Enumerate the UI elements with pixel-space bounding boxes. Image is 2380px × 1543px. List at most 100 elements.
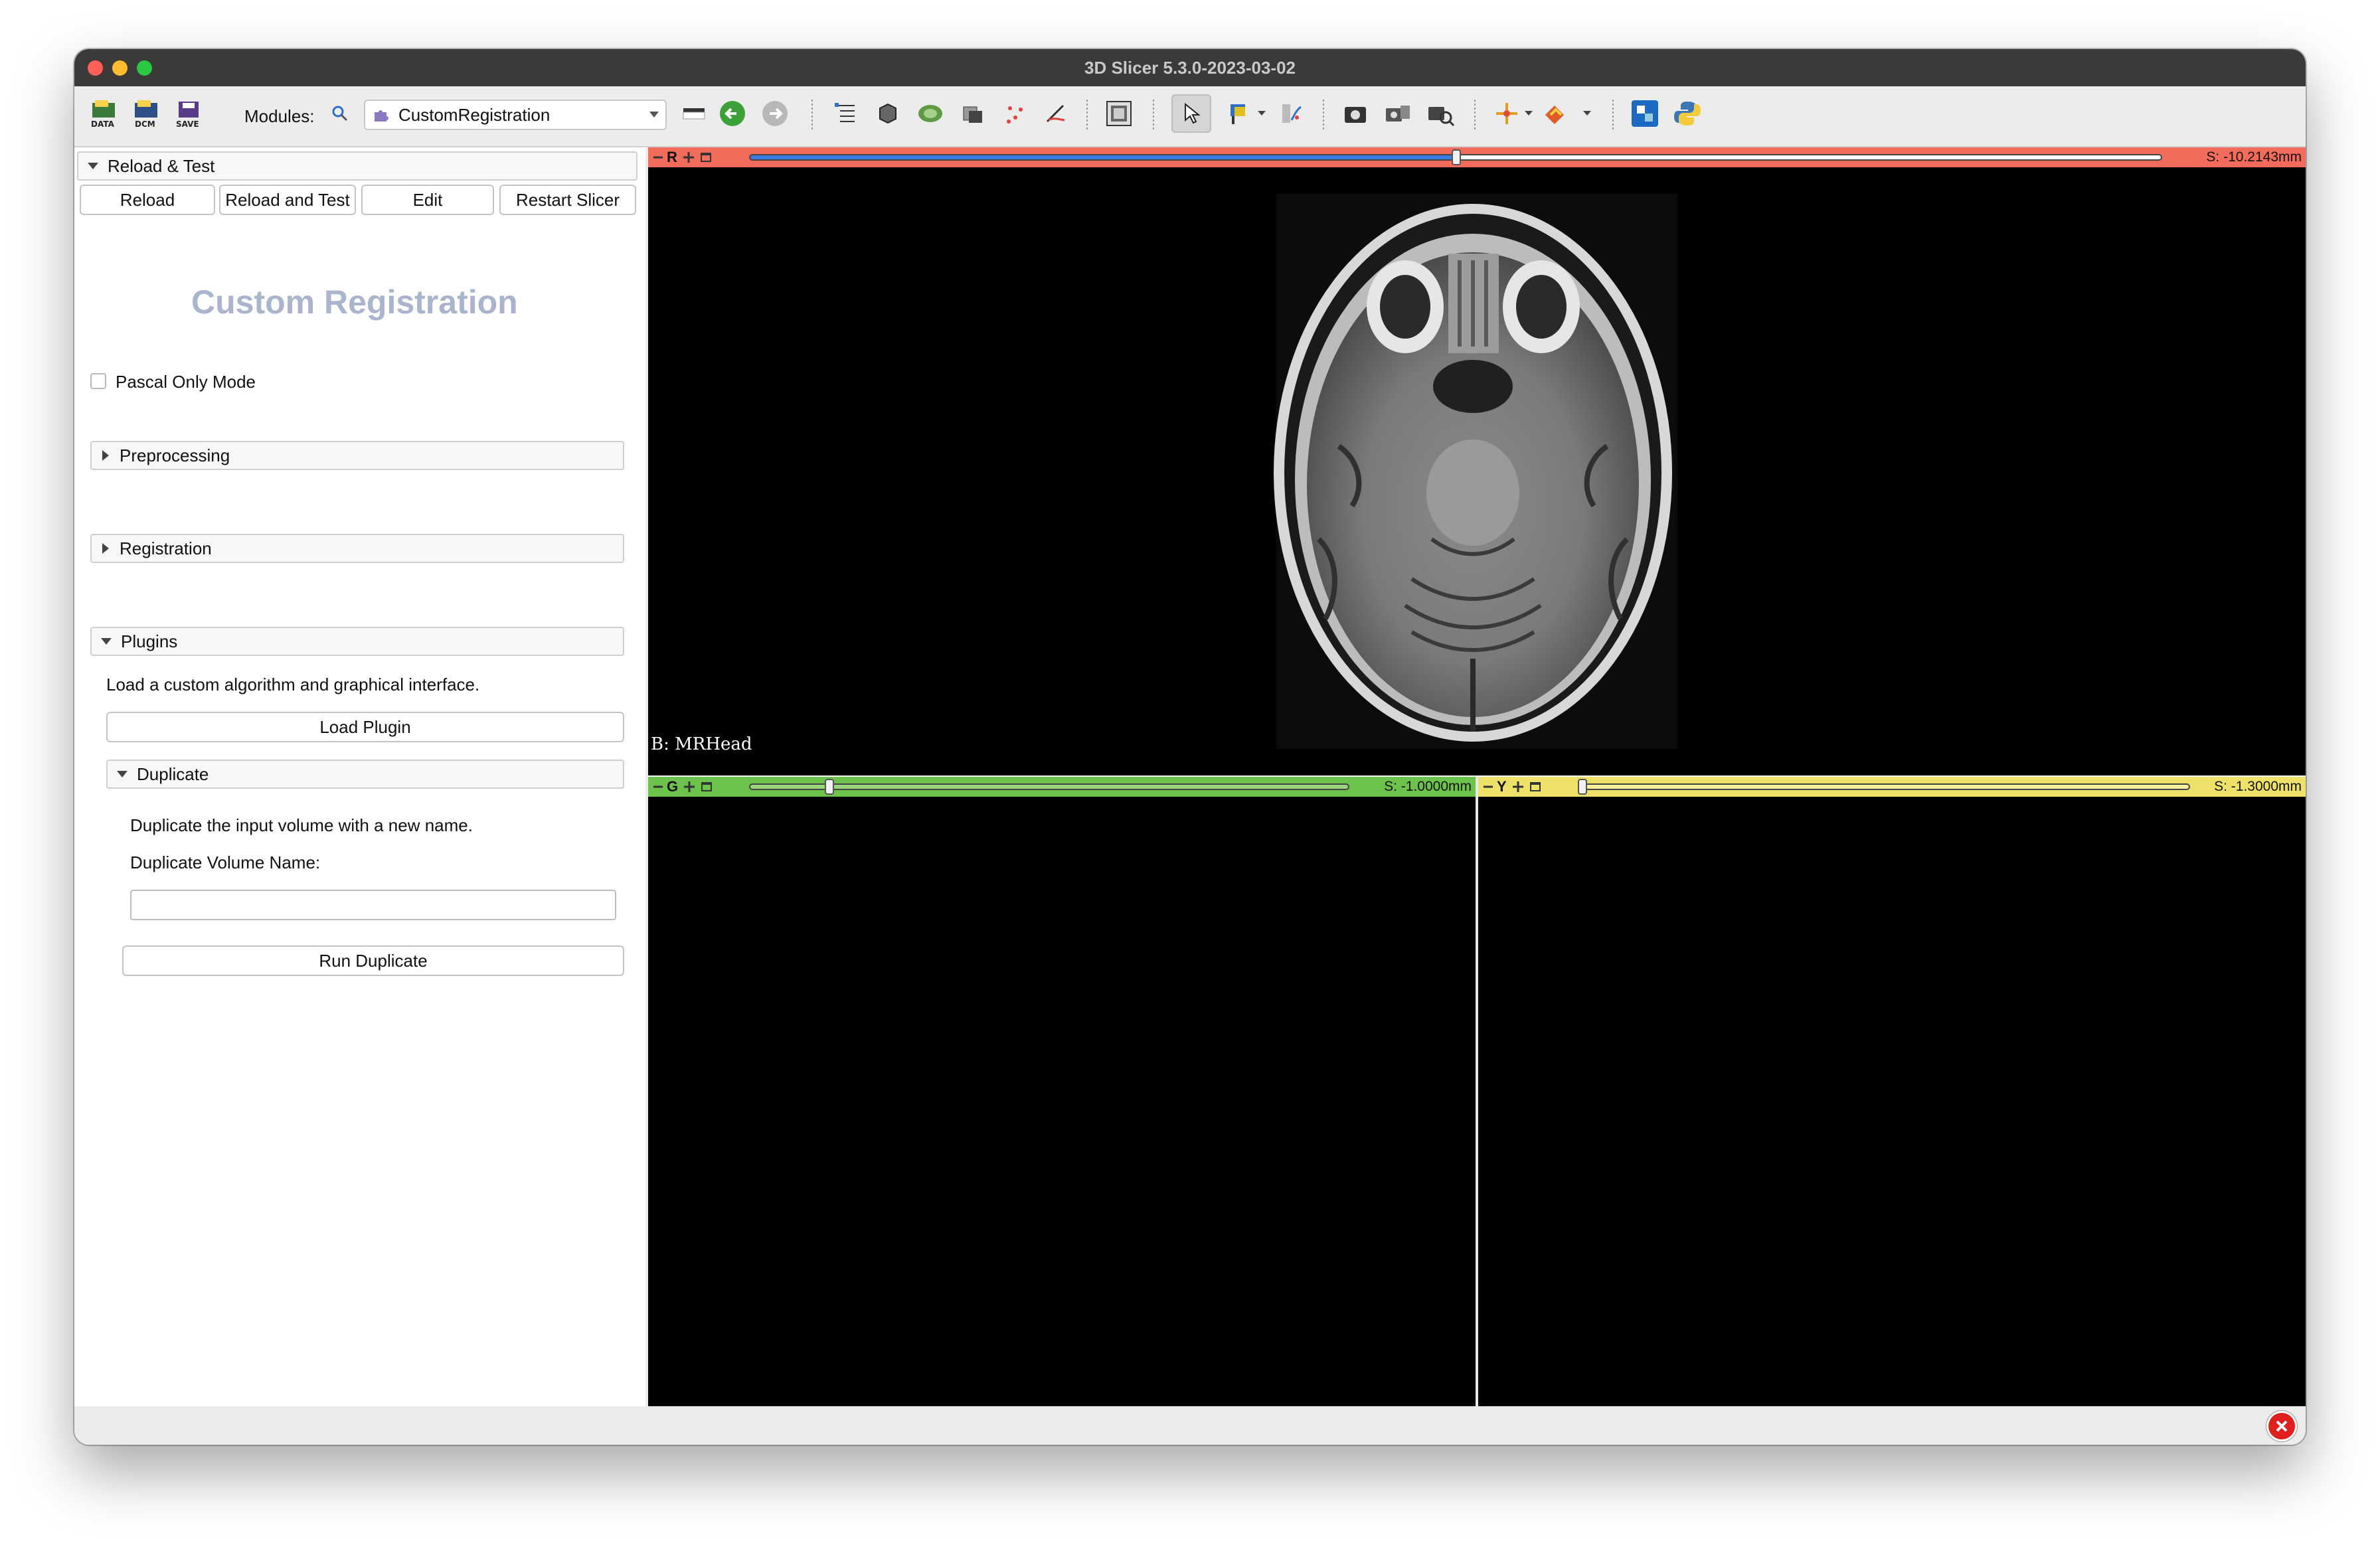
maximize-view-icon[interactable] <box>701 781 713 793</box>
green-slice-slider[interactable] <box>749 783 1349 790</box>
run-duplicate-button[interactable]: Run Duplicate <box>122 945 624 976</box>
red-view-letter: R <box>667 149 677 165</box>
preprocessing-section-title: Preprocessing <box>120 445 230 465</box>
registration-section-header[interactable]: Registration <box>90 534 624 563</box>
yellow-view-letter: Y <box>1497 778 1507 795</box>
minimize-window-button[interactable] <box>112 60 128 76</box>
duplicate-volume-name-label: Duplicate Volume Name: <box>130 853 321 872</box>
forward-icon[interactable] <box>758 97 792 130</box>
restart-slicer-button[interactable]: Restart Slicer <box>499 185 636 215</box>
plugins-section-header[interactable]: Plugins <box>90 627 624 656</box>
data-icon[interactable]: DATA <box>88 97 121 130</box>
expand-arrow-icon <box>102 543 109 554</box>
close-window-button[interactable] <box>88 60 103 76</box>
collapse-arrow-icon <box>88 163 98 169</box>
red-slice-view[interactable]: B: MRHead <box>648 167 2306 775</box>
module-panel: Reload & Test Reload Reload and Test Edi… <box>74 147 645 1445</box>
collapse-arrow-icon <box>117 771 128 777</box>
chevron-down-icon <box>649 112 659 118</box>
preprocessing-section-header[interactable]: Preprocessing <box>90 441 624 470</box>
place-fiducial-icon[interactable] <box>1490 97 1523 130</box>
yellow-slice-view[interactable] <box>1478 797 2306 1406</box>
module-selector[interactable]: CustomRegistration <box>364 100 667 130</box>
reload-button[interactable]: Reload <box>80 185 215 215</box>
transforms-icon[interactable] <box>956 97 989 130</box>
search-icon[interactable] <box>327 97 353 130</box>
save-icon[interactable]: SAVE <box>173 97 206 130</box>
pin-icon[interactable] <box>1482 781 1494 793</box>
link-icon[interactable] <box>1512 781 1524 793</box>
window-level-icon[interactable] <box>1223 97 1256 130</box>
expand-arrow-icon <box>102 450 109 461</box>
layout-icon[interactable] <box>1102 97 1136 130</box>
window-title: 3D Slicer 5.3.0-2023-03-02 <box>1084 57 1296 78</box>
extension-manager-icon[interactable] <box>1628 97 1661 130</box>
registration-section-title: Registration <box>120 538 212 558</box>
markup-place-icon[interactable] <box>1539 97 1572 130</box>
dcm-icon[interactable]: DCM <box>130 97 163 130</box>
background-volume-label: B: MRHead <box>651 734 752 754</box>
chevron-down-icon[interactable] <box>1254 97 1270 130</box>
volumes-icon[interactable] <box>871 97 904 130</box>
yellow-slice-slider-handle[interactable] <box>1578 779 1587 795</box>
modules-label: Modules: <box>244 106 315 126</box>
screenshot-icon[interactable] <box>1339 97 1372 130</box>
green-slice-view[interactable] <box>648 797 1476 1406</box>
pin-icon[interactable] <box>652 781 664 793</box>
reload-and-test-button[interactable]: Reload and Test <box>219 185 356 215</box>
red-slice-offset: S: -10.2143mm <box>2206 149 2302 165</box>
chevron-down-icon[interactable] <box>1521 97 1537 130</box>
crosshair-sync-icon[interactable] <box>1275 97 1308 130</box>
svg-text:DCM: DCM <box>135 120 155 129</box>
reload-test-section-header[interactable]: Reload & Test <box>77 151 638 181</box>
capture-search-icon[interactable] <box>1424 97 1457 130</box>
pascal-only-mode-checkbox[interactable] <box>90 373 106 389</box>
green-view-letter: G <box>667 778 679 795</box>
pascal-only-mode-label: Pascal Only Mode <box>116 372 256 392</box>
svg-text:DATA: DATA <box>91 120 115 129</box>
svg-text:SAVE: SAVE <box>176 120 199 129</box>
green-slice-slider-handle[interactable] <box>825 779 834 795</box>
back-icon[interactable] <box>716 97 749 130</box>
data-tree-icon[interactable] <box>829 97 862 130</box>
maximize-view-icon[interactable] <box>700 151 712 163</box>
module-heading: Custom Registration <box>191 284 518 321</box>
models-icon[interactable] <box>914 97 947 130</box>
duplicate-description: Duplicate the input volume with a new na… <box>130 815 473 835</box>
scene-view-icon[interactable] <box>1381 97 1414 130</box>
red-slice-controller: R S: -10.2143mm <box>648 147 2306 167</box>
reload-test-section-title: Reload & Test <box>108 155 215 176</box>
markups-icon[interactable] <box>999 97 1032 130</box>
duplicate-section-header[interactable]: Duplicate <box>106 760 624 789</box>
view-divider <box>648 775 2306 777</box>
yellow-slice-slider[interactable] <box>1579 783 2190 790</box>
link-icon[interactable] <box>683 151 695 163</box>
pin-icon[interactable] <box>652 151 664 163</box>
module-selector-value: CustomRegistration <box>398 104 551 125</box>
puzzle-icon <box>375 110 388 122</box>
red-slice-slider-handle[interactable] <box>1452 149 1461 165</box>
mri-axial-image <box>1274 194 1677 749</box>
plugins-description: Load a custom algorithm and graphical in… <box>106 675 480 694</box>
segment-editor-icon[interactable] <box>1040 97 1073 130</box>
maximize-window-button[interactable] <box>137 60 152 76</box>
chevron-down-icon[interactable] <box>1579 97 1595 130</box>
pointer-mode-icon[interactable] <box>1171 94 1211 133</box>
yellow-slice-offset: S: -1.3000mm <box>2214 779 2302 794</box>
edit-button[interactable]: Edit <box>361 185 494 215</box>
maximize-view-icon[interactable] <box>1529 781 1541 793</box>
status-bar <box>74 1406 2306 1445</box>
app-window: 3D Slicer 5.3.0-2023-03-02 DATA DCM SAVE… <box>74 49 2306 1445</box>
load-plugin-button[interactable]: Load Plugin <box>106 712 624 742</box>
toolbar-menu-icon[interactable] <box>677 97 711 130</box>
title-bar: 3D Slicer 5.3.0-2023-03-02 <box>74 49 2306 86</box>
python-icon[interactable] <box>1671 97 1704 130</box>
error-icon[interactable] <box>2268 1413 2295 1439</box>
link-icon[interactable] <box>683 781 695 793</box>
green-slice-controller: G S: -1.0000mm <box>648 777 1476 797</box>
green-slice-offset: S: -1.0000mm <box>1384 779 1472 794</box>
window-controls <box>88 60 152 76</box>
collapse-arrow-icon <box>101 638 112 645</box>
duplicate-volume-name-input[interactable] <box>130 890 616 920</box>
yellow-slice-controller: Y S: -1.3000mm <box>1478 777 2306 797</box>
